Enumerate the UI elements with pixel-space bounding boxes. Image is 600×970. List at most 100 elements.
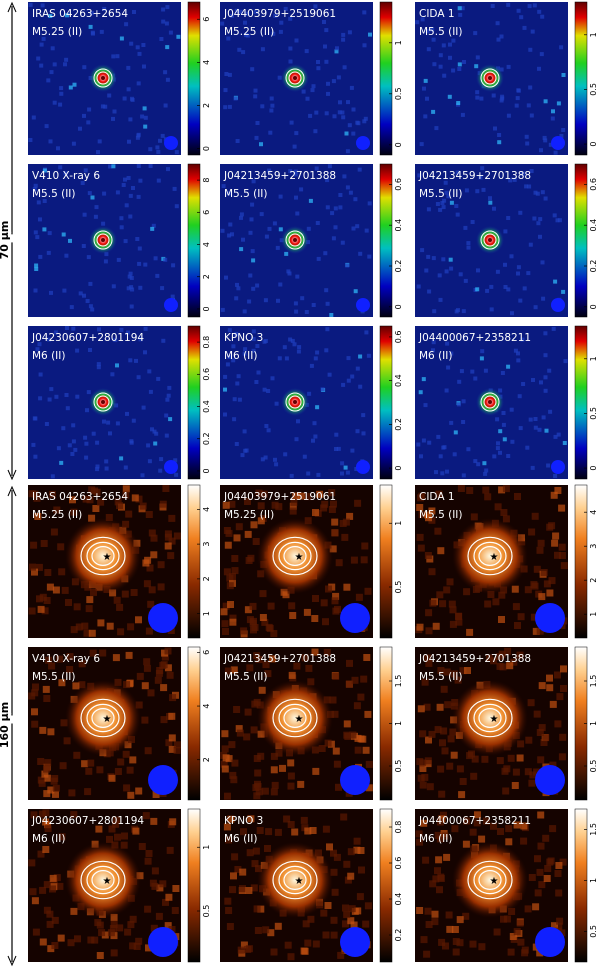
noise xyxy=(456,939,464,947)
star: ★ xyxy=(490,714,499,725)
noise xyxy=(71,326,76,331)
noise xyxy=(265,828,273,836)
noise xyxy=(305,96,310,101)
noise xyxy=(548,142,553,147)
noise xyxy=(253,755,261,762)
noise xyxy=(72,82,77,87)
noise xyxy=(270,766,278,774)
spectral-type: M5.25 (II) xyxy=(224,509,274,521)
noise xyxy=(355,224,360,229)
noise xyxy=(454,676,462,684)
noise xyxy=(99,649,107,657)
noise xyxy=(474,811,481,819)
noise xyxy=(59,91,64,96)
noise xyxy=(259,590,267,598)
noise xyxy=(294,309,299,314)
noise xyxy=(495,446,500,451)
noise xyxy=(126,766,134,774)
noise xyxy=(425,29,430,33)
noise xyxy=(112,820,120,828)
noise xyxy=(556,693,564,701)
noise xyxy=(143,658,151,666)
noise xyxy=(59,86,64,91)
noise xyxy=(54,394,59,399)
noise xyxy=(249,619,257,627)
noise xyxy=(43,906,51,914)
contour xyxy=(285,230,305,250)
noise xyxy=(33,494,41,502)
noise xyxy=(123,465,128,470)
noise xyxy=(512,603,520,611)
noise xyxy=(502,485,510,493)
noise xyxy=(515,96,520,101)
noise xyxy=(297,492,305,500)
colorbar-tick-label: 0.4 xyxy=(394,374,403,387)
noise xyxy=(70,508,78,516)
noise xyxy=(31,490,39,498)
noise xyxy=(324,739,332,747)
noise xyxy=(48,14,53,18)
noise xyxy=(445,469,449,474)
colorbar xyxy=(379,325,393,480)
noise xyxy=(363,116,368,121)
colorbar-tick-label: 1 xyxy=(394,40,403,45)
noise xyxy=(358,354,363,359)
noise xyxy=(48,662,56,670)
noise xyxy=(165,5,170,10)
colorbar-tick-label: 1.5 xyxy=(589,823,598,836)
noise xyxy=(70,452,75,456)
contour xyxy=(285,68,305,88)
noise xyxy=(451,38,456,43)
noise xyxy=(56,446,61,451)
noise xyxy=(251,337,256,342)
noise xyxy=(313,434,318,439)
noise xyxy=(278,194,283,199)
noise xyxy=(46,910,54,918)
source xyxy=(452,680,528,756)
noise xyxy=(416,504,424,511)
noise xyxy=(35,235,40,240)
noise xyxy=(239,247,244,252)
noise xyxy=(106,420,111,425)
noise xyxy=(75,348,80,353)
noise xyxy=(340,110,345,115)
noise xyxy=(538,593,546,601)
noise xyxy=(556,917,564,925)
noise xyxy=(240,627,248,635)
noise xyxy=(416,442,421,447)
noise xyxy=(312,509,319,516)
spectral-type: M6 (II) xyxy=(32,350,65,362)
noise xyxy=(227,104,232,109)
colorbar xyxy=(187,646,201,801)
noise xyxy=(436,434,441,439)
noise xyxy=(516,351,520,356)
noise xyxy=(532,903,540,911)
noise xyxy=(97,327,101,332)
colorbar-tick-label: 0.5 xyxy=(589,760,598,773)
noise xyxy=(543,353,548,358)
noise xyxy=(251,348,256,353)
noise xyxy=(101,221,106,226)
noise xyxy=(159,662,167,669)
noise xyxy=(234,296,239,301)
noise xyxy=(155,273,160,278)
noise xyxy=(254,927,262,934)
colorbar-tick-label: 0.8 xyxy=(394,821,403,834)
noise xyxy=(300,296,305,301)
noise xyxy=(40,3,45,8)
noise xyxy=(488,196,492,201)
source-name: J04213459+2701388 xyxy=(223,170,336,182)
noise xyxy=(164,922,172,930)
colorbar-tick-label: 2 xyxy=(202,103,211,108)
colorbar-tick-label: 0.8 xyxy=(202,336,211,349)
noise xyxy=(497,140,502,145)
noise xyxy=(223,105,228,110)
noise xyxy=(255,121,260,125)
beam xyxy=(356,136,370,150)
source xyxy=(65,842,141,918)
noise xyxy=(528,874,536,881)
noise xyxy=(423,114,428,119)
noise xyxy=(475,287,480,292)
noise xyxy=(316,60,320,64)
noise xyxy=(229,886,237,894)
